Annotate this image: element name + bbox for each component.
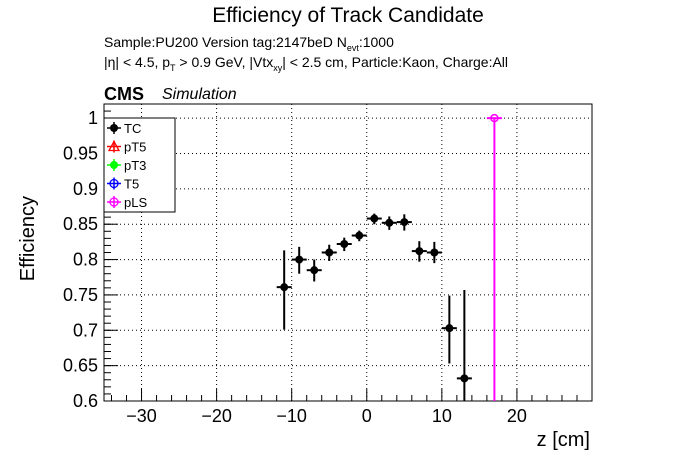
legend-marker (110, 124, 118, 132)
nevt-value: :1000 (358, 34, 394, 50)
data-marks (276, 113, 502, 401)
plot-grid (104, 104, 592, 402)
legend-entry-pt5: pT5 (107, 140, 146, 155)
legend-marker (109, 178, 119, 189)
nevt-subscript: evt (346, 42, 359, 53)
point-tc (321, 244, 337, 261)
point-pls (486, 113, 502, 401)
legend-marker (107, 140, 121, 152)
x-tick-label: −30 (126, 406, 157, 426)
data-point (490, 113, 499, 123)
point-tc (411, 241, 427, 262)
cuts-text-c: | < 2.5 cm, Particle:Kaon, Charge:All (282, 54, 509, 70)
x-tick-label: 0 (362, 406, 372, 426)
point-tc (381, 216, 397, 230)
vtx-subscript: xy (273, 62, 283, 73)
legend-marker (109, 197, 119, 207)
sample-info: Sample:PU200 Version tag:2147beD Nevt:10… (104, 34, 394, 53)
point-tc (351, 230, 367, 242)
legend-label: T5 (124, 177, 139, 192)
data-point (400, 218, 409, 227)
y-tick-label: 0.9 (73, 179, 98, 199)
legend-entry-t5: T5 (107, 177, 139, 192)
data-point (340, 240, 349, 249)
legend-entry-pls: pLS (107, 195, 147, 210)
y-axis-label: Efficiency (17, 196, 39, 281)
y-tick-label: 0.85 (63, 214, 98, 234)
y-tick-label: 0.95 (63, 144, 98, 164)
data-point (370, 214, 379, 223)
point-tc (396, 214, 412, 231)
legend-entry-tc: TC (107, 121, 141, 136)
data-point (460, 374, 469, 383)
x-tick-label: 10 (432, 406, 452, 426)
y-tick-label: 0.8 (73, 250, 98, 270)
simulation-label: Simulation (162, 86, 237, 103)
cuts-text-a: |η| < 4.5, p (104, 54, 171, 70)
legend-label: pT3 (124, 158, 146, 173)
data-point (430, 248, 439, 257)
data-point (385, 218, 394, 227)
y-tick-label: 0.6 (73, 391, 98, 411)
data-point (295, 255, 304, 264)
y-tick-label: 0.7 (73, 320, 98, 340)
point-tc (291, 246, 307, 274)
legend: TC pT5 pT3 T5 pLS (103, 117, 176, 213)
data-point (445, 324, 454, 333)
chart-title: Efficiency of Track Candidate (212, 4, 484, 27)
legend-marker (110, 161, 118, 169)
cms-label: CMS (104, 84, 144, 104)
point-tc (456, 289, 472, 401)
y-tick-label: 0.75 (63, 285, 98, 305)
point-tc (336, 237, 352, 252)
legend-label: pT5 (124, 140, 146, 155)
sample-text: Sample:PU200 Version tag:2147beD N (104, 34, 347, 50)
data-point (415, 247, 424, 256)
data-point (310, 266, 319, 275)
cuts-text-b: > 0.9 GeV, |Vtx (175, 54, 274, 70)
y-tick-label: 0.65 (63, 356, 98, 376)
point-tc (441, 295, 457, 364)
x-axis-label: z [cm] (537, 429, 590, 451)
x-tick-label: 20 (507, 406, 527, 426)
pt-subscript: T (170, 62, 176, 73)
point-tc (306, 259, 322, 282)
axis-tick-labels: −30 −20 −10 0 10 20 0.6 0.65 0.7 0.75 0.8 0.85 0.9 0.… (63, 108, 527, 426)
legend-entry-pt3: pT3 (107, 158, 146, 173)
data-point (355, 231, 364, 240)
legend-label: pLS (124, 195, 147, 210)
x-tick-label: −10 (276, 406, 307, 426)
point-tc (426, 241, 442, 264)
data-point (325, 248, 334, 257)
plot-frame (103, 103, 593, 402)
x-tick-label: −20 (201, 406, 232, 426)
selection-cuts: |η| < 4.5, pT > 0.9 GeV, |Vtxxy| < 2.5 c… (104, 54, 508, 73)
data-point (280, 283, 289, 292)
legend-label: TC (124, 121, 141, 136)
y-tick-label: 1 (88, 108, 98, 128)
point-tc (366, 213, 382, 225)
point-tc (276, 250, 292, 330)
